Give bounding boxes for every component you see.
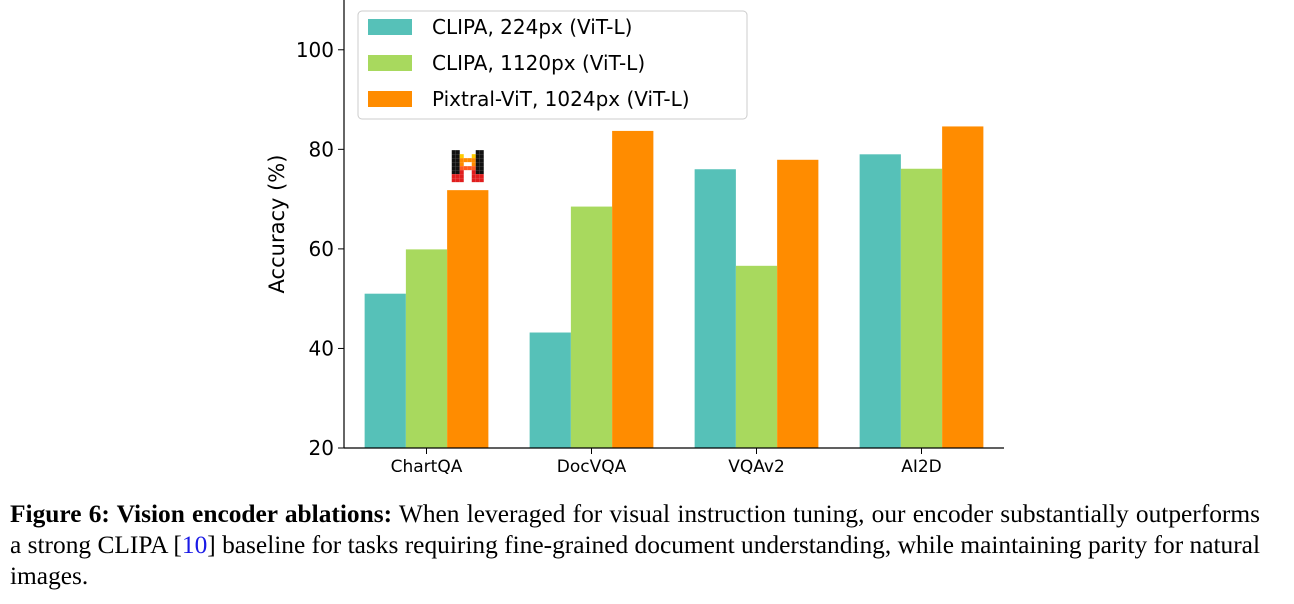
logo-pixel bbox=[451, 162, 456, 167]
logo-pixel bbox=[459, 178, 464, 183]
logo-pixel bbox=[459, 154, 464, 159]
bar-ai2d-series-1 bbox=[859, 154, 901, 448]
caption-reference-link[interactable]: 10 bbox=[181, 531, 208, 559]
logo-pixel bbox=[451, 150, 456, 155]
y-tick-label: 100 bbox=[296, 38, 334, 62]
logo-pixel bbox=[463, 166, 468, 171]
logo-pixel bbox=[455, 166, 460, 171]
logo-pixel bbox=[479, 174, 484, 179]
logo-pixel bbox=[475, 150, 480, 155]
logo-pixel bbox=[479, 158, 484, 163]
y-tick-label: 40 bbox=[309, 336, 334, 360]
x-tick-label: DocVQA bbox=[557, 457, 627, 477]
logo-pixel bbox=[475, 178, 480, 183]
logo-pixel bbox=[475, 158, 480, 163]
logo-pixel bbox=[479, 162, 484, 167]
legend-label-1: CLIPA, 224px (ViT-L) bbox=[432, 15, 632, 39]
logo-pixel bbox=[451, 158, 456, 163]
legend-swatch-3 bbox=[368, 91, 412, 107]
logo-pixel bbox=[455, 178, 460, 183]
logo-pixel bbox=[471, 162, 476, 167]
logo-pixel bbox=[479, 178, 484, 183]
logo-pixel bbox=[459, 166, 464, 171]
y-tick-label: 20 bbox=[309, 436, 334, 460]
logo-pixel bbox=[463, 158, 468, 163]
bar-chart: ChartQA DocVQA VQAv2 AI2D 20 40 60 80 100 Accura… bbox=[265, 0, 1004, 477]
bar-chartqa-series-2 bbox=[405, 249, 448, 448]
x-tick-label: ChartQA bbox=[391, 457, 463, 477]
logo-pixel bbox=[459, 158, 464, 163]
y-tick-label: 80 bbox=[309, 137, 334, 161]
logo-pixel bbox=[455, 150, 460, 155]
logo-pixel bbox=[475, 166, 480, 171]
legend-frame bbox=[357, 10, 748, 120]
x-tick-label: VQAv2 bbox=[728, 457, 785, 477]
legend-label-2: CLIPA, 1120px (ViT-L) bbox=[432, 51, 645, 75]
logo-pixel bbox=[455, 154, 460, 159]
logo-pixel bbox=[455, 170, 460, 175]
y-axis-label: Accuracy (%) bbox=[265, 155, 289, 294]
logo-pixel bbox=[479, 166, 484, 171]
logo-pixel bbox=[467, 158, 472, 163]
logo-pixel bbox=[455, 158, 460, 163]
logo-pixel bbox=[467, 166, 472, 171]
logo-pixel bbox=[451, 174, 456, 179]
logo-pixel bbox=[459, 174, 464, 179]
legend-swatch-2 bbox=[368, 55, 412, 71]
logo-pixel bbox=[451, 178, 456, 183]
logo-pixel bbox=[479, 154, 484, 159]
logo-pixel bbox=[471, 154, 476, 159]
axes-group: ChartQA DocVQA VQAv2 AI2D 20 40 60 80 100 bbox=[296, 0, 1004, 477]
logo-pixel bbox=[455, 162, 460, 167]
mistral-logo-icon bbox=[451, 150, 484, 183]
logo-pixel bbox=[475, 170, 480, 175]
logo-pixel bbox=[451, 166, 456, 171]
bar-docvqa-series-2 bbox=[570, 206, 613, 448]
caption-lead: Figure 6: Vision encoder ablations: bbox=[10, 500, 393, 528]
logo-pixel bbox=[479, 170, 484, 175]
logo-pixel bbox=[471, 166, 476, 171]
logo-pixel bbox=[471, 170, 476, 175]
bar-vqav2-series-2 bbox=[735, 265, 778, 448]
figure-caption: Figure 6: Vision encoder ablations: When… bbox=[10, 499, 1260, 592]
logo-pixel bbox=[475, 162, 480, 167]
caption-text-1: When leveraged for visual instruction tu… bbox=[10, 500, 1260, 559]
logo-pixel bbox=[475, 154, 480, 159]
bar-chartqa-series-1 bbox=[364, 293, 406, 448]
legend-label-3: Pixtral-ViT, 1024px (ViT-L) bbox=[432, 87, 690, 111]
legend-swatch-1 bbox=[368, 19, 412, 35]
bar-vqav2-series-3 bbox=[777, 159, 819, 449]
logo-pixel bbox=[459, 162, 464, 167]
bars-group bbox=[364, 126, 984, 449]
logo-pixel bbox=[455, 174, 460, 179]
logo-pixel bbox=[471, 158, 476, 163]
legend: CLIPA, 224px (ViT-L) CLIPA, 1120px (ViT-L… bbox=[357, 10, 748, 120]
bar-docvqa-series-3 bbox=[612, 130, 654, 449]
bar-ai2d-series-2 bbox=[900, 168, 943, 448]
logo-pixel bbox=[451, 154, 456, 159]
x-tick-label: AI2D bbox=[901, 457, 942, 477]
bar-ai2d-series-3 bbox=[942, 126, 984, 448]
bar-chartqa-series-3 bbox=[447, 190, 489, 448]
y-tick-label: 60 bbox=[309, 237, 334, 261]
bar-vqav2-series-1 bbox=[694, 169, 736, 449]
logo-pixel bbox=[459, 170, 464, 175]
bar-docvqa-series-1 bbox=[529, 332, 571, 448]
logo-pixel bbox=[475, 174, 480, 179]
logo-pixel bbox=[479, 150, 484, 155]
logo-pixel bbox=[471, 178, 476, 183]
logo-pixel bbox=[451, 170, 456, 175]
caption-text-2: ] baseline for tasks requiring fine-grai… bbox=[10, 531, 1261, 590]
logo-pixel bbox=[471, 174, 476, 179]
